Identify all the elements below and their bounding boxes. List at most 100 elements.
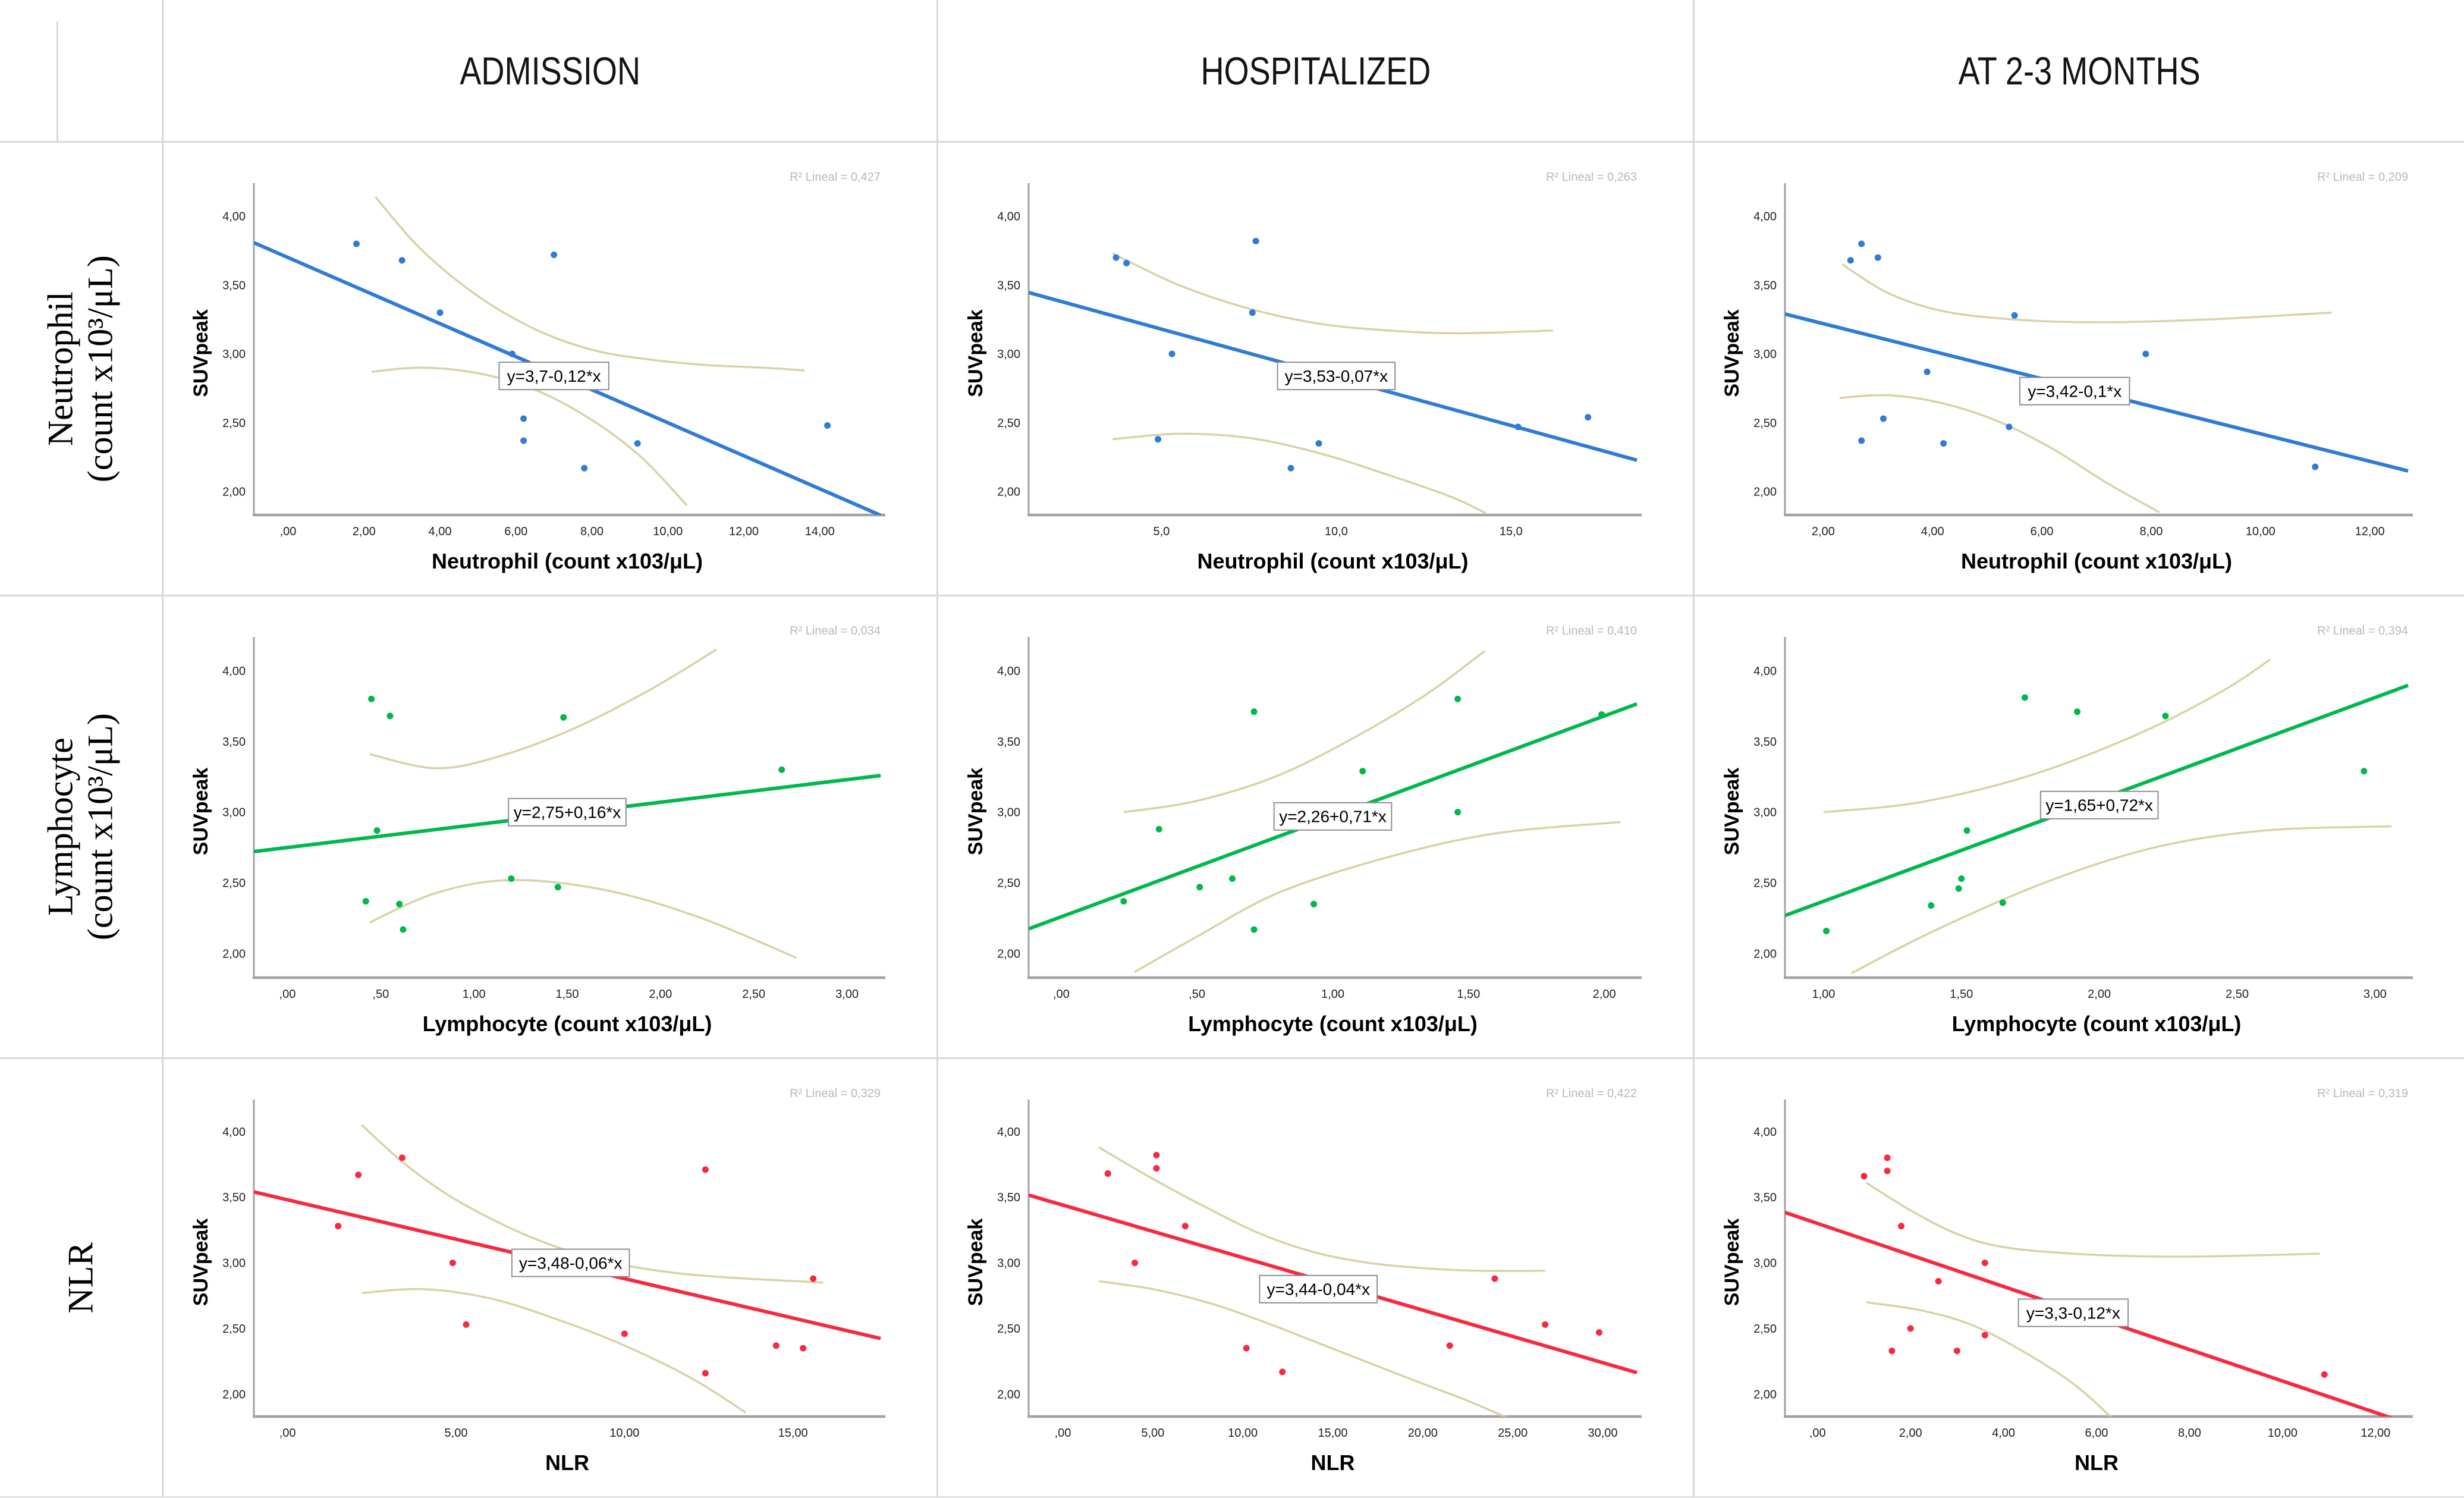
svg-text:12,00: 12,00 <box>2355 525 2385 538</box>
confidence-interval-curves <box>1865 1182 2320 1417</box>
svg-text:4,00: 4,00 <box>1753 211 1777 224</box>
svg-text:4,00: 4,00 <box>222 665 246 678</box>
y-axis-title: SUVpeak <box>964 1219 987 1306</box>
svg-text:14,00: 14,00 <box>805 525 835 538</box>
tick-labels: 2,00 2,50 3,00 3,50 4,00 2,00 4,00 6,00 8,00 10,0… <box>1753 211 2385 538</box>
svg-text:3,00: 3,00 <box>997 348 1020 361</box>
svg-text:8,00: 8,00 <box>2139 525 2163 538</box>
svg-text:y=1,65+0,72*x: y=1,65+0,72*x <box>2045 796 2153 815</box>
svg-text:3,50: 3,50 <box>1753 736 1777 749</box>
y-axis-title: SUVpeak <box>1721 768 1743 855</box>
x-axis-title: Neutrophil (count x103/μL) <box>1197 549 1468 573</box>
r-squared-label: R² Lineal = 0,209 <box>2317 171 2408 184</box>
svg-text:2,50: 2,50 <box>1753 417 1777 430</box>
corner-cell <box>0 0 162 141</box>
y-axis-title: SUVpeak <box>1721 309 1743 397</box>
svg-text:,50: ,50 <box>1189 988 1205 1001</box>
svg-text:y=3,7-0,12*x: y=3,7-0,12*x <box>507 367 601 385</box>
svg-text:2,00: 2,00 <box>1753 948 1777 961</box>
scatter-neutrophil-hospitalized: 2,00 2,50 3,00 3,50 4,00 5,0 10,0 15,0 R² Lineal… <box>964 171 1642 573</box>
chart-cell: 2,00 2,50 3,00 3,50 4,00 ,00 5,00 10,00 15,00 R² … <box>162 1057 936 1498</box>
svg-text:5,00: 5,00 <box>445 1427 468 1440</box>
svg-text:3,50: 3,50 <box>1753 279 1777 292</box>
svg-text:4,00: 4,00 <box>222 1126 246 1139</box>
tick-labels: 2,00 2,50 3,00 3,50 4,00 ,00 ,50 1,00 1,50 2,00 2,… <box>222 665 859 1001</box>
svg-text:8,00: 8,00 <box>2178 1427 2201 1440</box>
svg-text:2,00: 2,00 <box>222 1388 246 1401</box>
svg-text:3,50: 3,50 <box>222 1191 246 1204</box>
svg-text:2,00: 2,00 <box>997 1388 1020 1401</box>
confidence-interval-curves <box>1098 1146 1545 1417</box>
equation-label: y=3,3-0,12*x <box>2017 1298 2129 1327</box>
axes <box>1027 637 1642 979</box>
chart-cell: 2,00 2,50 3,00 3,50 4,00 5,0 10,0 15,0 R² Lineal… <box>936 141 1693 595</box>
svg-text:2,50: 2,50 <box>742 988 765 1001</box>
svg-text:6,00: 6,00 <box>2085 1427 2108 1440</box>
svg-text:10,00: 10,00 <box>2246 525 2276 538</box>
scatter-nlr-hospitalized: 2,00 2,50 3,00 3,50 4,00 ,00 5,00 10,00 15,00 20,… <box>964 1087 1642 1475</box>
chart-cell: 2,00 2,50 3,00 3,50 4,00 ,00 ,50 1,00 1,50 2,00 R²… <box>936 595 1693 1057</box>
tick-labels: 2,00 2,50 3,00 3,50 4,00 ,00 2,00 4,00 6,00 8,00 1… <box>222 211 835 538</box>
svg-text:3,00: 3,00 <box>222 1257 246 1270</box>
y-axis-title: SUVpeak <box>964 309 987 397</box>
chart-cell: 2,00 2,50 3,00 3,50 4,00 2,00 4,00 6,00 8,00 10,0… <box>1693 141 2464 595</box>
row-header-line1: NLR <box>61 1242 100 1314</box>
svg-text:1,00: 1,00 <box>1321 988 1344 1001</box>
row-header-label: Neutrophil (count x10³/μL) <box>41 255 121 482</box>
svg-text:20,00: 20,00 <box>1408 1427 1438 1440</box>
svg-text:5,00: 5,00 <box>1141 1427 1164 1440</box>
data-points <box>353 240 831 472</box>
svg-text:,50: ,50 <box>372 988 389 1001</box>
svg-text:1,50: 1,50 <box>1457 988 1480 1001</box>
svg-text:8,00: 8,00 <box>580 525 604 538</box>
svg-text:2,00: 2,00 <box>1899 1427 1922 1440</box>
svg-text:,00: ,00 <box>1053 988 1070 1001</box>
scatter-lymphocyte-admission: 2,00 2,50 3,00 3,50 4,00 ,00 ,50 1,00 1,50 2,00 2,… <box>190 624 885 1036</box>
r-squared-label: R² Lineal = 0,329 <box>790 1087 881 1100</box>
x-axis-title: Lymphocyte (count x103/μL) <box>1188 1012 1478 1036</box>
x-axis-title: Neutrophil (count x103/μL) <box>432 549 703 573</box>
equation-label: y=3,53-0,07*x <box>1277 362 1396 391</box>
row-header-line2: (count x10³/μL) <box>81 713 120 941</box>
equation-label: y=2,26+0,71*x <box>1273 802 1393 831</box>
tick-labels: 2,00 2,50 3,00 3,50 4,00 ,00 5,00 10,00 15,00 20,… <box>997 1126 1617 1440</box>
svg-text:,00: ,00 <box>279 988 296 1001</box>
axes <box>1027 1100 1642 1418</box>
tick-labels: 2,00 2,50 3,00 3,50 4,00 5,0 10,0 15,0 <box>997 211 1523 538</box>
axes <box>253 1100 885 1418</box>
column-header-admission: ADMISSION <box>162 0 936 141</box>
r-squared-label: R² Lineal = 0,319 <box>2317 1087 2408 1100</box>
axes <box>1784 1100 2413 1418</box>
data-points <box>1104 1152 1602 1375</box>
svg-text:30,00: 30,00 <box>1588 1427 1617 1440</box>
svg-text:2,00: 2,00 <box>997 486 1020 499</box>
svg-text:y=3,53-0,07*x: y=3,53-0,07*x <box>1285 367 1388 385</box>
confidence-interval-curves <box>1112 252 1553 515</box>
data-points <box>1120 695 1605 933</box>
svg-text:y=3,44-0,04*x: y=3,44-0,04*x <box>1266 1280 1370 1299</box>
row-header-lymphocyte: Lymphocyte (count x10³/μL) <box>0 595 162 1057</box>
svg-text:y=3,42-0,1*x: y=3,42-0,1*x <box>2028 382 2122 400</box>
scatter-lymphocyte-2-3-months: 2,00 2,50 3,00 3,50 4,00 1,00 1,50 2,00 2,50 3,00… <box>1721 624 2413 1036</box>
row-header-line2: (count x10³/μL) <box>81 255 120 482</box>
tick-labels: 2,00 2,50 3,00 3,50 4,00 1,00 1,50 2,00 2,50 3,00 <box>1753 665 2387 1001</box>
svg-text:10,00: 10,00 <box>609 1427 639 1440</box>
axes <box>253 183 885 517</box>
y-axis-title: SUVpeak <box>1721 1219 1743 1306</box>
svg-text:15,0: 15,0 <box>1500 525 1523 538</box>
data-points <box>1112 237 1592 472</box>
chart-cell: 2,00 2,50 3,00 3,50 4,00 1,00 1,50 2,00 2,50 3,00… <box>1693 595 2464 1057</box>
svg-text:,00: ,00 <box>280 525 297 538</box>
tick-labels: 2,00 2,50 3,00 3,50 4,00 ,00 ,50 1,00 1,50 2,00 <box>997 665 1616 1001</box>
svg-text:6,00: 6,00 <box>504 525 527 538</box>
y-axis-title: SUVpeak <box>190 768 212 855</box>
x-axis-title: NLR <box>2075 1450 2119 1475</box>
svg-text:,00: ,00 <box>279 1427 296 1440</box>
svg-text:5,0: 5,0 <box>1154 525 1170 538</box>
svg-text:2,50: 2,50 <box>1753 877 1777 890</box>
scatter-nlr-admission: 2,00 2,50 3,00 3,50 4,00 ,00 5,00 10,00 15,00 R² … <box>190 1087 885 1475</box>
svg-text:4,00: 4,00 <box>1753 665 1777 678</box>
r-squared-label: R² Lineal = 0,034 <box>790 624 881 637</box>
column-header-hospitalized: HOSPITALIZED <box>936 0 1693 141</box>
